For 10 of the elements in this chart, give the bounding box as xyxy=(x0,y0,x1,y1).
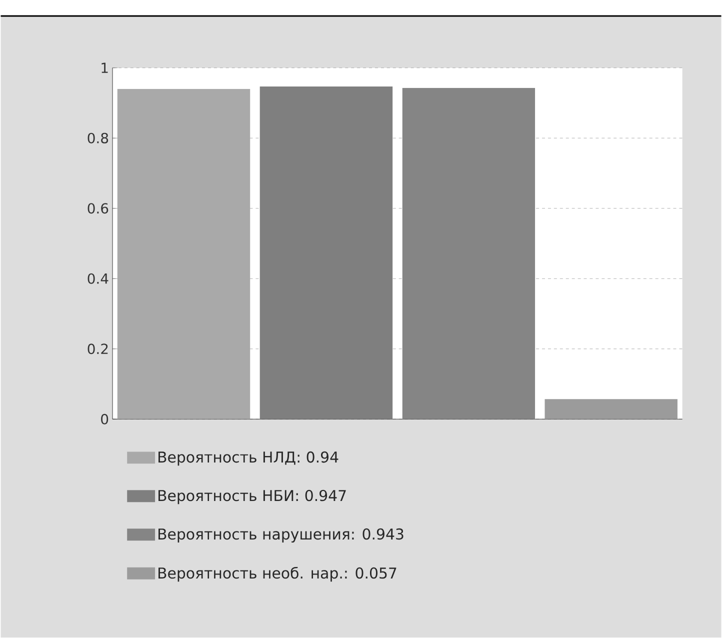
legend-label: Вероятность НБИ: 0.947 xyxy=(158,490,346,504)
legend-label: Вероятность необ. нар.: 0.057 xyxy=(158,567,396,582)
y-tick-label: 0.6 xyxy=(88,203,108,214)
legend-label: Вероятность НЛД: 0.94 xyxy=(158,452,338,466)
y-tick-label: 1 xyxy=(102,62,108,74)
y-tick-label: 0 xyxy=(101,414,108,425)
y-tick-label: 0.8 xyxy=(88,132,108,144)
y-tick-label: 0.4 xyxy=(88,273,108,284)
y-tick-label: 0.2 xyxy=(88,344,108,354)
legend-label: Вероятность нарушения: 0.943 xyxy=(158,528,404,543)
